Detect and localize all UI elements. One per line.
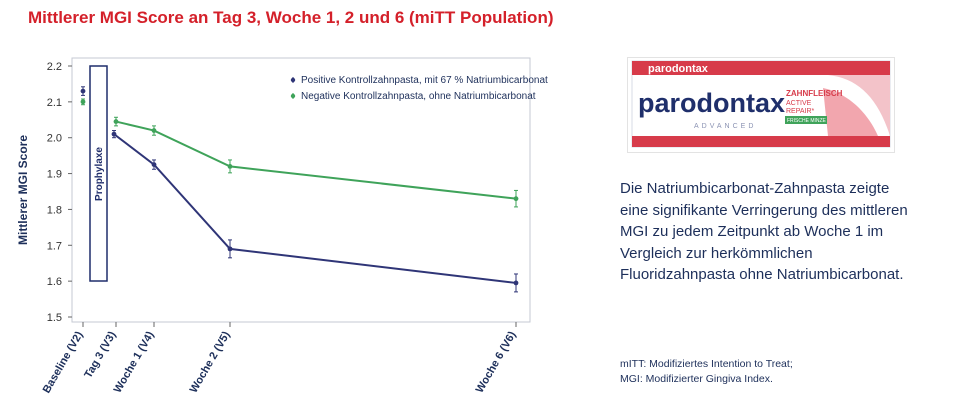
legend-marker [290, 77, 296, 83]
x-tick-label: Woche 6 (V6) [474, 329, 519, 395]
description-text: Die Natriumbicarbonat-Zahnpasta zeigte e… [620, 180, 908, 283]
plot-frame [71, 57, 531, 323]
legend-marker [290, 93, 296, 99]
data-point [111, 131, 117, 137]
y-tick-label: 1.5 [47, 312, 62, 324]
x-tick-label: Tag 3 (V3) [82, 329, 118, 380]
legend-label: Positive Kontrollzahnpasta, mit 67 % Nat… [301, 75, 548, 86]
footnotes: mITT: Modifiziertes Intention to Treat; … [620, 357, 920, 387]
product-image: parodontax parodontax ADVANCED ZAHNFLEIS… [627, 57, 895, 153]
prophylaxe-label: Prophylaxe [94, 147, 105, 201]
data-point [113, 119, 119, 124]
x-tick-label: Baseline (V2) [41, 329, 86, 395]
x-tick-label: Woche 1 (V4) [112, 329, 157, 395]
footnote-mgi: MGI: Modifizierter Gingiva Index. [620, 373, 773, 385]
y-tick-label: 2.0 [47, 133, 62, 145]
box-flavor: FRISCHE MINZE [787, 118, 827, 124]
box-tag-1: ZAHNFLEISCH [786, 89, 843, 98]
series-line-0 [113, 133, 517, 284]
data-point [513, 280, 519, 286]
data-point [227, 246, 233, 252]
legend-label: Negative Kontrollzahnpasta, ohne Natrium… [301, 91, 536, 102]
y-tick-label: 1.6 [47, 276, 62, 288]
data-point [227, 164, 233, 169]
data-point [151, 128, 157, 133]
box-top-brand: parodontax [648, 63, 709, 75]
y-axis-label: Mittlerer MGI Score [16, 135, 30, 245]
footnote-mitt: mITT: Modifiziertes Intention to Treat; [620, 358, 793, 370]
box-sub: ADVANCED [694, 123, 756, 130]
y-tick-label: 2.2 [47, 61, 62, 73]
y-tick-label: 1.8 [47, 204, 62, 216]
page-title: Mittlerer MGI Score an Tag 3, Woche 1, 2… [28, 8, 554, 27]
series-line-1 [115, 120, 517, 200]
mgi-line-chart: 2.2 2.1 2.0 1.9 1.8 1.7 1.6 1.5 Mittlerer MGI Sc… [16, 57, 548, 395]
box-tag-2: ACTIVE [786, 100, 812, 107]
x-tick-label: Woche 2 (V5) [188, 329, 233, 395]
box-tag-3: REPAIR* [786, 108, 815, 115]
data-point [80, 88, 86, 94]
data-point [151, 162, 157, 168]
data-point [80, 99, 86, 105]
y-tick-label: 1.7 [47, 240, 62, 252]
y-tick-label: 1.9 [47, 169, 62, 181]
data-point [513, 196, 519, 202]
y-tick-label: 2.1 [47, 97, 62, 109]
prophylaxe-box [89, 65, 108, 282]
box-brand: parodontax [638, 88, 785, 118]
